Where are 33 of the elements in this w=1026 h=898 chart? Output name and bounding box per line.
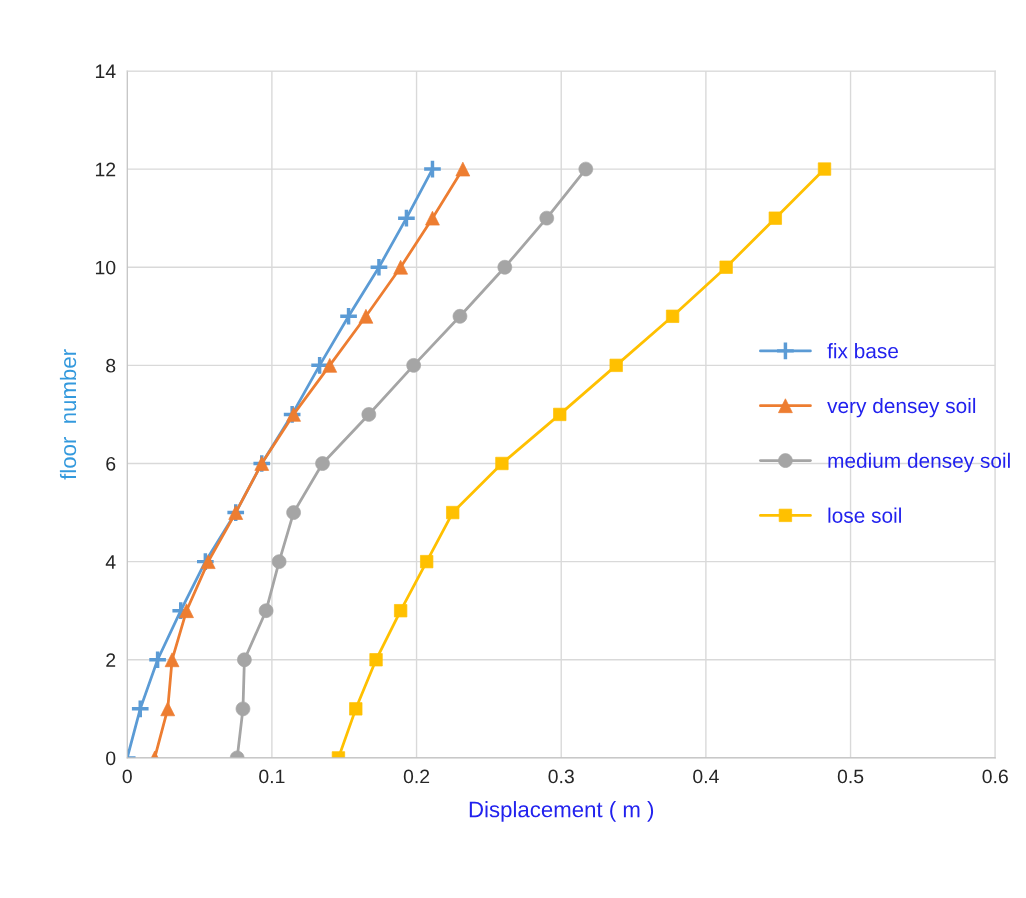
point	[422, 159, 443, 180]
y-tick-label: 8	[106, 358, 116, 373]
x-tick-label: 0.1	[259, 769, 285, 784]
point	[147, 649, 168, 670]
x-tick-label: 0.2	[403, 769, 430, 784]
point	[768, 211, 782, 225]
x-tick-label: 0.3	[548, 769, 574, 784]
y-axis-title: floor number	[59, 349, 77, 480]
y-tick-label: 0	[106, 751, 116, 766]
point	[130, 698, 151, 719]
point	[200, 554, 216, 569]
y-tick-label: 4	[105, 555, 116, 569]
x-tick-label: 0	[122, 769, 132, 784]
legend-label: medium densey soil	[828, 452, 1010, 473]
point	[195, 551, 216, 572]
y-tick-label: 14	[95, 64, 116, 78]
x-tick-label: 0.6	[982, 769, 1008, 784]
y-tick-label: 6	[106, 456, 116, 471]
point	[368, 257, 390, 278]
x-axis-title: Displacement ( m )	[469, 801, 654, 822]
y-tick-label: 2	[106, 653, 116, 667]
point	[420, 555, 434, 569]
point	[609, 358, 623, 372]
x-tick-label: 0.5	[837, 769, 864, 784]
legend-label: lose soil	[828, 507, 901, 523]
x-tick-label: 0.4	[693, 769, 719, 784]
legend-label: fix base	[827, 343, 898, 359]
y-tick-label: 12	[95, 162, 116, 177]
point	[338, 306, 359, 327]
point	[396, 208, 417, 229]
y-tick-label: 10	[95, 260, 116, 275]
point	[495, 456, 509, 471]
legend-label: very densey soil	[827, 397, 976, 418]
